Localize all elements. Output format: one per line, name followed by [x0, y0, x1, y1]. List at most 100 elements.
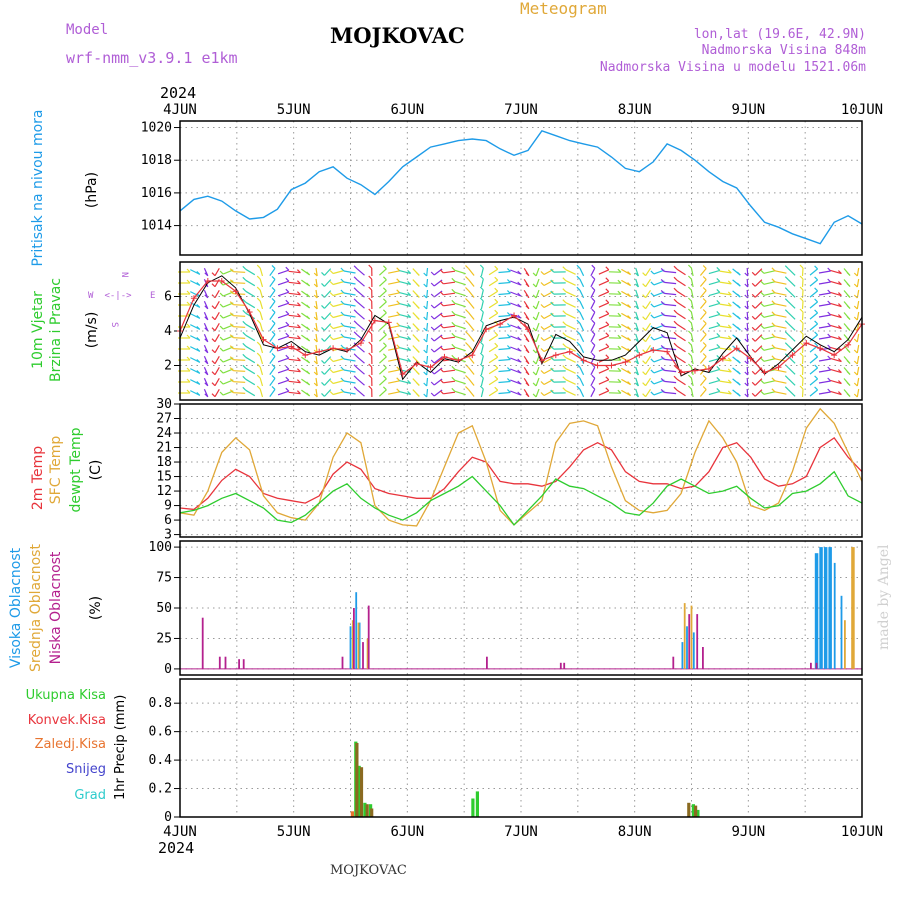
wind-arrow — [580, 345, 584, 353]
precip-ylabel: 1hr Precip (mm) — [113, 695, 128, 800]
wind-arrow — [333, 304, 344, 307]
credit-text: made by Angel — [876, 544, 892, 650]
wind-arrow-head — [761, 281, 764, 284]
wind-arrow-head — [815, 332, 818, 335]
wind-arrow — [691, 312, 693, 320]
wind-arrow-head — [533, 383, 536, 386]
wind-arrow — [646, 279, 651, 286]
wind-arrow — [333, 337, 344, 340]
cloud-bar — [851, 547, 855, 669]
wind-arrow — [443, 348, 455, 350]
wind-arrow — [599, 325, 609, 329]
wind-arrow — [443, 370, 455, 372]
wind-arrow-head — [606, 377, 609, 380]
wind-arrow-head — [772, 378, 775, 381]
wind-arrow — [788, 324, 795, 331]
wind-arrow-head — [383, 266, 386, 269]
wind-arrow — [810, 280, 818, 286]
wind-arrow — [357, 302, 364, 308]
panel-wind: 246 — [164, 262, 865, 400]
wind-arrow — [677, 302, 686, 308]
wind-arrow — [379, 269, 386, 275]
wind-arrow-head — [330, 392, 333, 395]
wind-arrow — [810, 324, 818, 330]
x-day-label-bottom: 10JUN — [841, 824, 883, 840]
precip-bar — [366, 804, 369, 817]
wind-arrow — [764, 304, 775, 307]
wind-arrow — [700, 302, 706, 309]
wind-arrow — [469, 313, 475, 320]
wind-arrow-head — [772, 290, 775, 293]
wind-arrow — [427, 290, 428, 298]
wind-arrow-head — [243, 354, 246, 357]
wind-arrow — [489, 269, 498, 275]
wind-arrow-head — [752, 316, 755, 319]
wind-arrow — [427, 356, 428, 364]
x-day-label-top: 9JUN — [731, 102, 765, 118]
wind-arrow-head — [828, 268, 831, 271]
wind-arrow — [388, 337, 400, 339]
temp-ylabel-sfc: SFC Temp — [48, 436, 64, 505]
wind-arrow-head — [416, 393, 419, 396]
wind-arrow-head — [854, 361, 857, 364]
wind-arrow — [333, 271, 344, 274]
wind-arrow-head — [257, 276, 260, 279]
wind-arrow — [810, 313, 818, 319]
wind-arrow — [775, 348, 787, 350]
wind-arrow — [764, 293, 775, 296]
wind-arrow-head — [220, 315, 223, 318]
wind-arrow-head — [761, 391, 764, 394]
temp-ylabel-2m: 2m Temp — [30, 446, 46, 510]
wind-arrow — [819, 315, 831, 317]
wind-arrow-head — [354, 277, 357, 280]
wind-arrow — [580, 367, 584, 375]
wind-arrow — [810, 368, 818, 374]
wind-arrow-head — [800, 265, 803, 268]
wind-arrow — [803, 378, 804, 386]
wind-arrow — [499, 272, 511, 273]
wind-arrow-head — [212, 328, 215, 331]
x-day-label-bottom: 8JUN — [618, 824, 652, 840]
wind-arrow — [469, 302, 475, 309]
wind-arrow — [764, 271, 775, 274]
wind-arrow — [246, 280, 255, 285]
wind-arrow-head — [354, 266, 357, 269]
wind-arrow — [857, 389, 858, 397]
cloud-bar — [560, 663, 562, 669]
wind-arrow-head — [397, 389, 400, 392]
cloud-bar — [691, 606, 693, 669]
wind-arrow — [481, 268, 483, 276]
wind-arrow-head — [452, 377, 455, 380]
wind-arrow-head — [854, 317, 857, 320]
wind-arrow — [536, 268, 539, 276]
legend-item: Ukupna Kisa — [26, 688, 106, 703]
cloud-bar — [688, 614, 690, 669]
wind-arrow — [344, 293, 356, 295]
wind-arrow-head — [592, 375, 595, 378]
wind-arrow-head — [383, 354, 386, 357]
wind-arrow-head — [416, 272, 419, 275]
wind-arrow-head — [815, 288, 818, 291]
wind-arrow — [709, 303, 720, 306]
wind-arrow-head — [322, 305, 325, 308]
wind-arrow-head — [480, 386, 483, 389]
wind-arrow — [489, 379, 498, 385]
wind-arrow-head — [828, 334, 831, 337]
wind-arrow-head — [674, 332, 677, 335]
wind-arrow — [357, 313, 364, 319]
wind-arrow — [580, 279, 584, 287]
wind-arrow-head — [592, 276, 595, 279]
wind-arrow-head — [533, 306, 536, 309]
wind-arrow — [246, 291, 255, 296]
wind-arrow-head — [651, 293, 654, 296]
wind-arrow — [489, 313, 498, 319]
wind-arrow — [215, 389, 219, 396]
wind-arrow — [755, 302, 762, 309]
wind-arrow-head — [533, 284, 536, 287]
cloud-ylabel-high: Visoka Oblacnost — [8, 547, 24, 668]
cloud-bar — [702, 647, 704, 669]
wind-arrow-head — [369, 265, 372, 268]
wind-arrow-head — [322, 371, 325, 374]
wind-arrow — [469, 368, 475, 375]
